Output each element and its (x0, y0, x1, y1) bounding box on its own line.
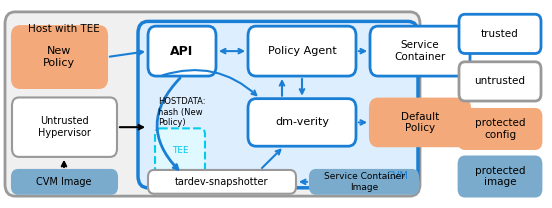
Text: untrusted: untrusted (475, 76, 526, 86)
FancyBboxPatch shape (310, 170, 418, 194)
FancyBboxPatch shape (459, 109, 541, 149)
Text: protected
image: protected image (475, 166, 526, 187)
FancyBboxPatch shape (248, 26, 356, 76)
FancyBboxPatch shape (370, 26, 470, 76)
FancyBboxPatch shape (5, 12, 420, 196)
Text: HOSTDATA:
hash (New
Policy): HOSTDATA: hash (New Policy) (158, 98, 205, 127)
FancyBboxPatch shape (459, 62, 541, 101)
FancyBboxPatch shape (370, 99, 470, 146)
Text: Service
Container: Service Container (394, 40, 445, 62)
Text: tardev-snapshotter: tardev-snapshotter (175, 177, 269, 187)
Text: Host with TEE: Host with TEE (28, 24, 100, 34)
FancyBboxPatch shape (459, 14, 541, 53)
FancyBboxPatch shape (148, 26, 216, 76)
Text: Policy Agent: Policy Agent (268, 46, 336, 56)
FancyBboxPatch shape (12, 26, 107, 88)
FancyBboxPatch shape (459, 157, 541, 196)
Text: New
Policy: New Policy (43, 46, 75, 68)
Text: CVM: CVM (386, 171, 408, 181)
Text: CVM Image: CVM Image (36, 177, 92, 187)
Text: Default
Policy: Default Policy (401, 112, 439, 133)
Text: trusted: trusted (481, 29, 519, 39)
FancyBboxPatch shape (155, 128, 205, 173)
Text: TEE: TEE (172, 146, 188, 155)
Text: API: API (171, 45, 194, 58)
FancyBboxPatch shape (148, 170, 296, 194)
Text: dm-verity: dm-verity (275, 118, 329, 128)
Text: Service Container
Image: Service Container Image (323, 172, 405, 192)
FancyBboxPatch shape (12, 98, 117, 157)
Text: protected
config: protected config (475, 118, 526, 140)
FancyBboxPatch shape (248, 99, 356, 146)
FancyBboxPatch shape (12, 170, 117, 194)
Text: Untrusted
Hypervisor: Untrusted Hypervisor (38, 116, 91, 138)
FancyBboxPatch shape (138, 21, 418, 188)
